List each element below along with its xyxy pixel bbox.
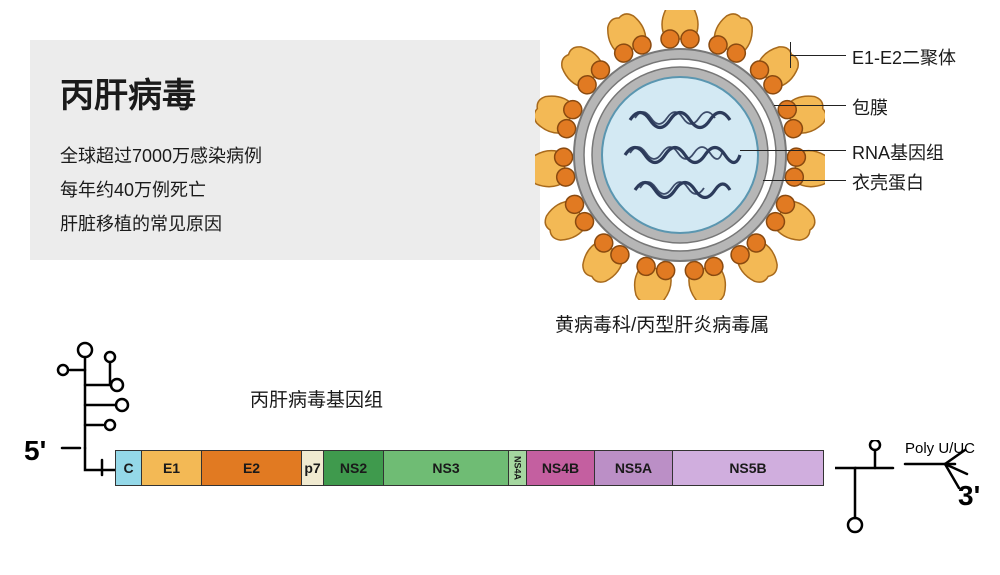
segment-ns4b: NS4B xyxy=(527,451,595,485)
segment-ns3: NS3 xyxy=(384,451,509,485)
segment-ns2: NS2 xyxy=(324,451,384,485)
callout-line-rna xyxy=(740,150,846,151)
label-capsid: 衣壳蛋白 xyxy=(852,169,924,195)
label-rna: RNA基因组 xyxy=(852,139,944,165)
label-dimer: E1-E2二聚体 xyxy=(852,44,956,70)
segment-p7: p7 xyxy=(302,451,324,485)
three-prime-label: 3' xyxy=(958,480,980,512)
callout-line-dimer xyxy=(790,55,846,56)
info-panel: 丙肝病毒 全球超过7000万感染病例 每年约40万例死亡 肝脏移植的常见原因 xyxy=(30,40,540,260)
segment-e2: E2 xyxy=(202,451,302,485)
callout-line-envelope xyxy=(774,105,846,106)
page-title: 丙肝病毒 xyxy=(60,68,510,117)
virus-diagram xyxy=(535,10,825,300)
taxonomy-label: 黄病毒科/丙型肝炎病毒属 xyxy=(555,310,769,337)
genome-title: 丙肝病毒基因组 xyxy=(250,385,383,412)
segment-ns5a: NS5A xyxy=(595,451,673,485)
bullet-1: 全球超过7000万感染病例 xyxy=(60,139,510,173)
segment-c: C xyxy=(116,451,142,485)
five-prime-label: 5' xyxy=(24,435,46,467)
bullet-3: 肝脏移植的常见原因 xyxy=(60,207,510,241)
segment-ns5b: NS5B xyxy=(673,451,823,485)
poly-label: Poly U/UC xyxy=(905,440,975,457)
genome-bar: CE1E2p7NS2NS3NS4ANS4BNS5ANS5B xyxy=(115,450,824,486)
callout-line-capsid xyxy=(763,180,846,181)
segment-e1: E1 xyxy=(142,451,202,485)
label-envelope: 包膜 xyxy=(852,94,888,120)
bullet-2: 每年约40万例死亡 xyxy=(60,173,510,207)
segment-ns4a: NS4A xyxy=(509,451,527,485)
callout-line-dimer-v xyxy=(790,42,791,68)
